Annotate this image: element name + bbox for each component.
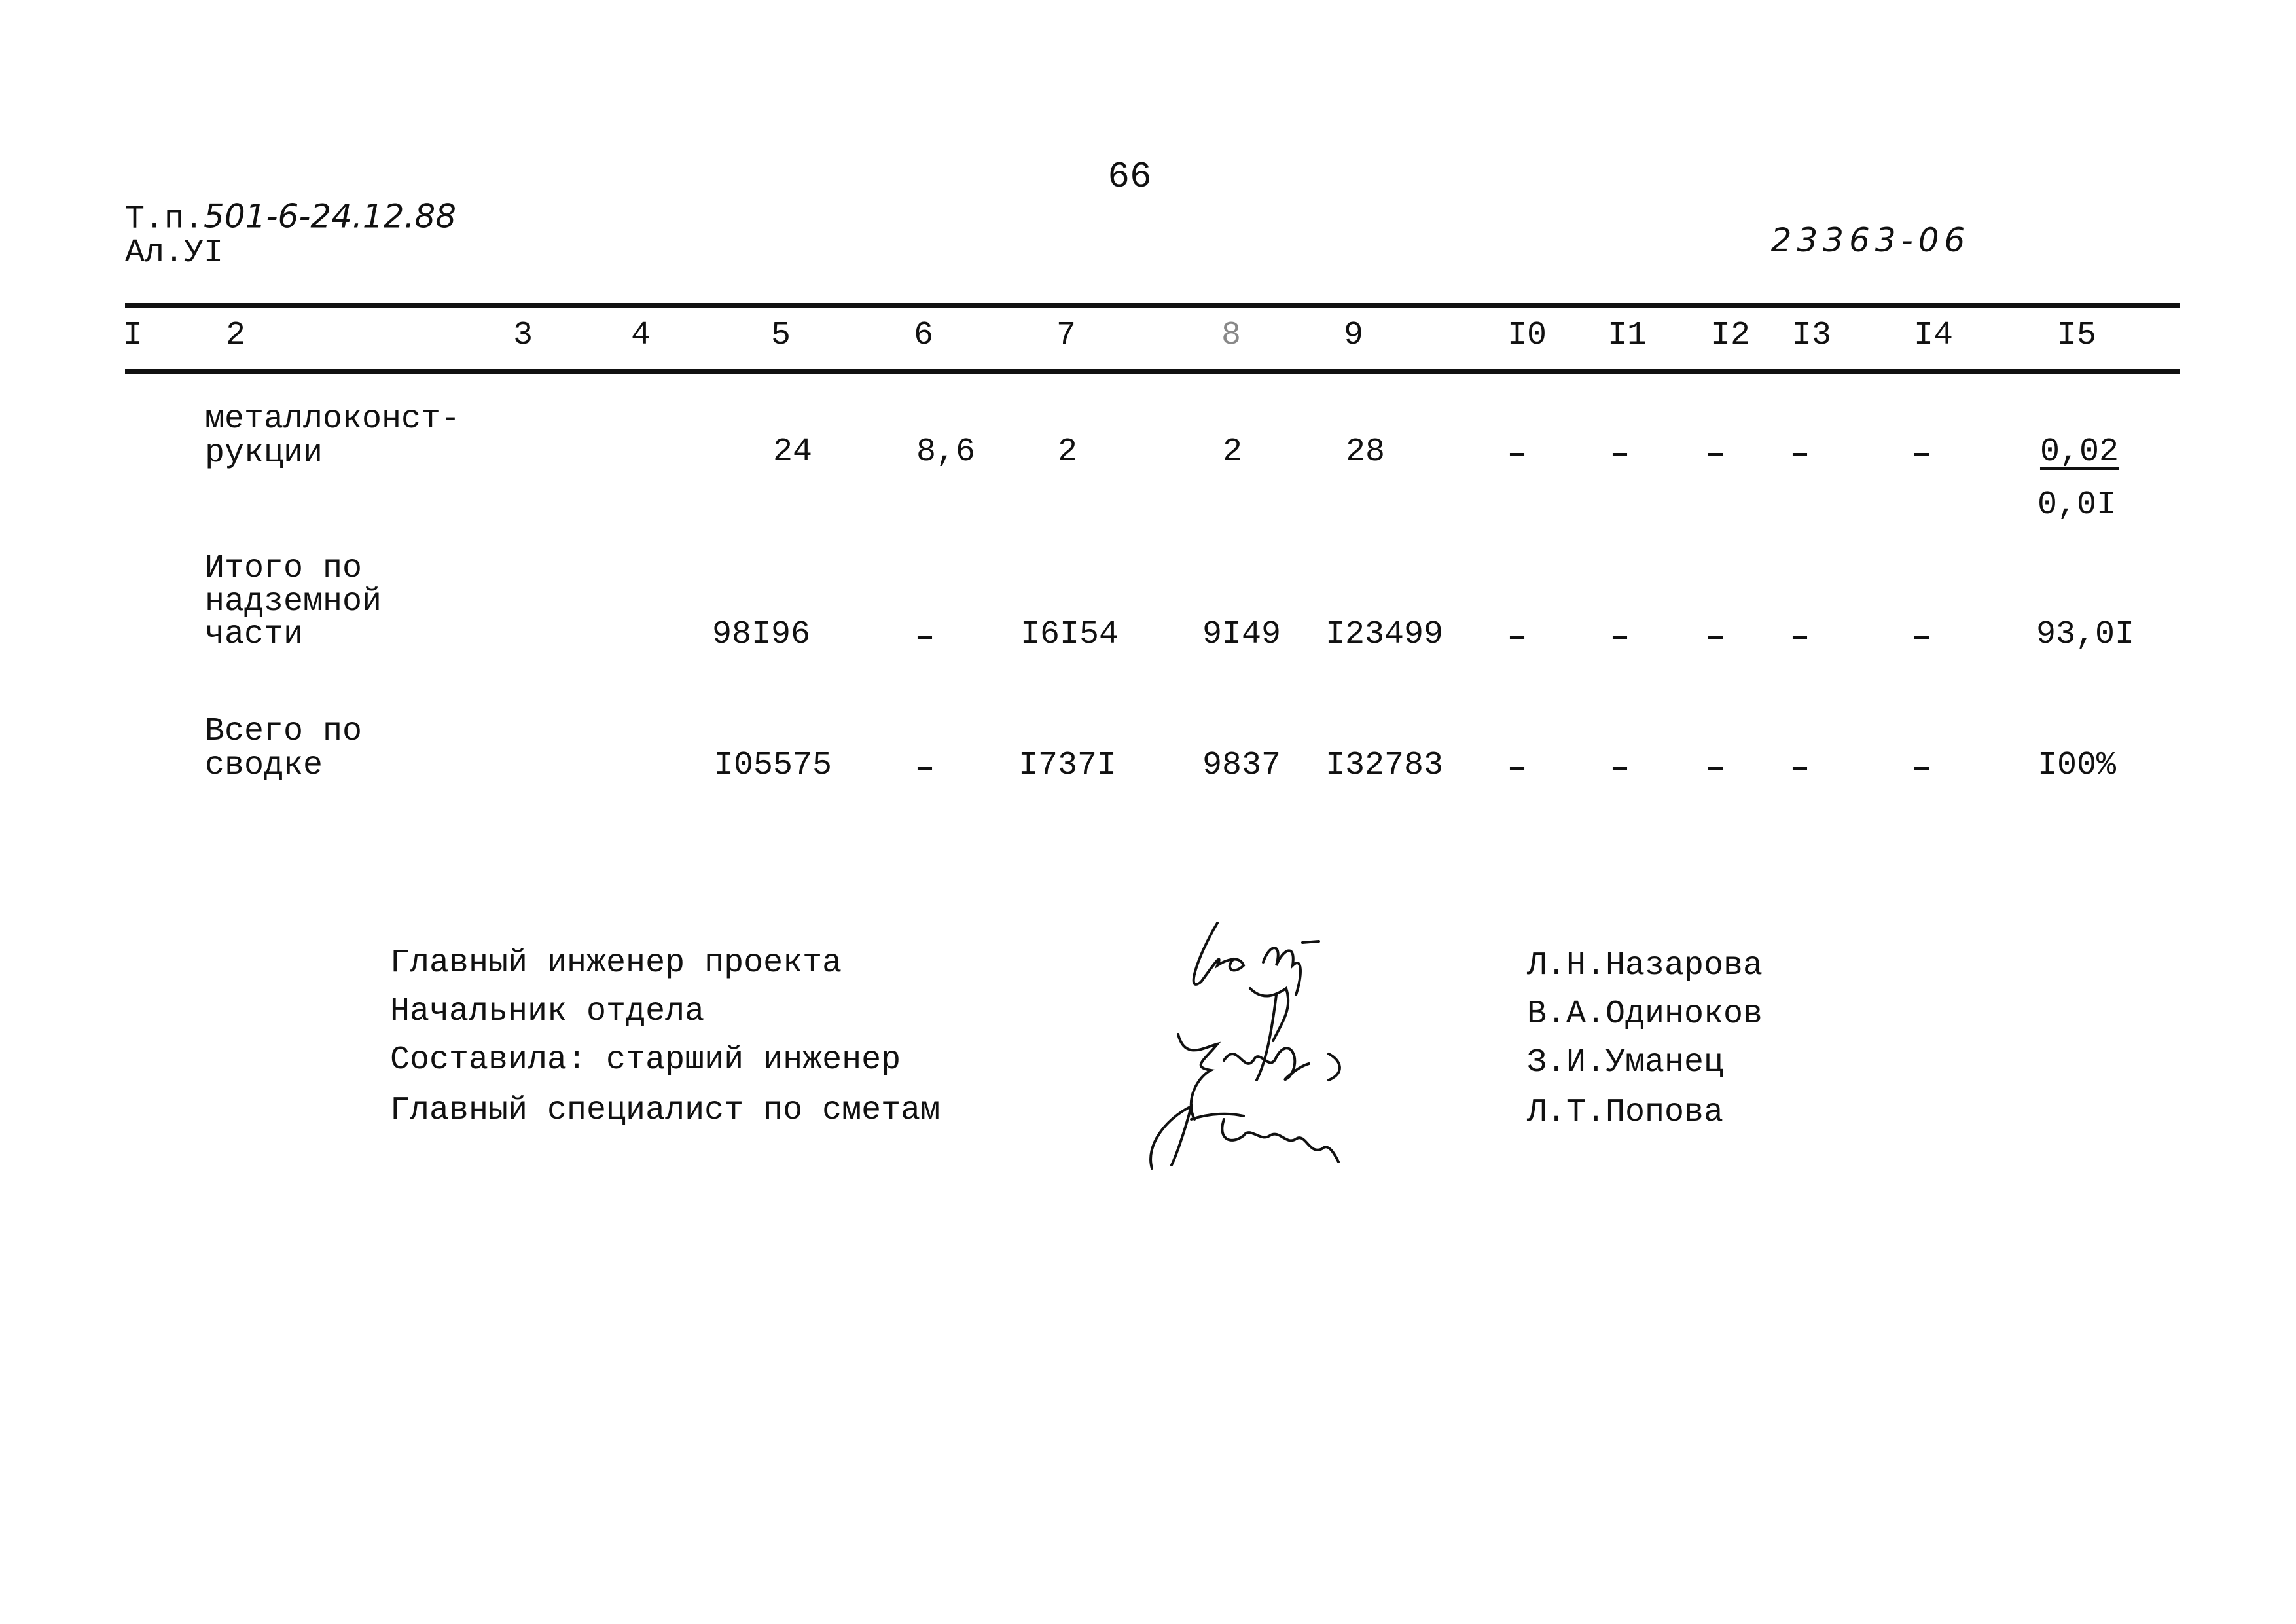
- col-number: 3: [512, 317, 533, 354]
- signer-position: Главный инженер проекта: [390, 945, 842, 982]
- col-number: 9: [1343, 317, 1364, 354]
- col-number: 7: [1056, 317, 1077, 354]
- table-header-rule: [125, 369, 2180, 374]
- cell-c8: 2: [1222, 433, 1243, 471]
- col-number: I: [122, 317, 143, 354]
- album-label: Ал.УI: [125, 234, 224, 272]
- cell-c9: I32783: [1325, 747, 1444, 784]
- cell-c6: –: [914, 619, 935, 656]
- row-name-line: Всего по: [205, 713, 363, 750]
- signature-popova: [1149, 1104, 1340, 1170]
- row-name-line: Итого по: [205, 550, 363, 587]
- col-number: 5: [770, 317, 791, 354]
- cell-c5: 24: [772, 433, 813, 471]
- cell-c15-denominator: 0,0I: [2037, 486, 2117, 524]
- col-number: 8: [1221, 317, 1242, 354]
- signature-umanets: [1177, 1033, 1341, 1121]
- signer-position: Главный специалист по сметам: [390, 1092, 941, 1129]
- cell-c9: I23499: [1325, 616, 1444, 653]
- signer-name: В.А.Одиноков: [1527, 996, 1763, 1033]
- cell-c7: 2: [1057, 433, 1078, 471]
- cell-c11: –: [1609, 619, 1630, 656]
- signer-name: З.И.Уманец: [1527, 1044, 1724, 1081]
- row-name-line: надземной: [205, 583, 382, 621]
- col-number: I3: [1791, 317, 1832, 354]
- cell-c12: –: [1705, 749, 1726, 787]
- col-number: 2: [225, 317, 246, 354]
- signer-position: Составила: старший инженер: [390, 1041, 901, 1079]
- project-prefix: Т.п.: [125, 200, 204, 238]
- row-name-line: сводке: [205, 747, 323, 784]
- cell-c8: 9837: [1202, 747, 1282, 784]
- col-number: I1: [1607, 317, 1647, 354]
- cell-c9: 28: [1345, 433, 1386, 471]
- cell-c6: 8,6: [916, 433, 976, 471]
- col-number: I2: [1710, 317, 1751, 354]
- cell-c12: –: [1705, 436, 1726, 473]
- cell-c15-numerator: 0,02: [2039, 433, 2119, 471]
- cell-c7: I6I54: [1020, 616, 1119, 653]
- cell-c15: 93,0I: [2036, 616, 2135, 653]
- cell-c10: –: [1507, 619, 1528, 656]
- table-top-rule: [125, 303, 2180, 308]
- cell-c14: –: [1911, 749, 1932, 787]
- cell-c10: –: [1507, 436, 1528, 473]
- col-number: I5: [2056, 317, 2097, 354]
- row-name-line: рукции: [205, 435, 323, 472]
- signature-odinokov: [1249, 986, 1290, 1081]
- col-number: 6: [913, 317, 934, 354]
- signature-nazarova: [1192, 922, 1320, 996]
- project-code-handwritten: 501-6-24.12.88: [204, 197, 457, 236]
- cell-c13: –: [1789, 749, 1810, 787]
- cell-c14: –: [1911, 436, 1932, 473]
- row-name-line: металлоконст-: [205, 401, 461, 438]
- document-number: 23363-06: [1770, 221, 1971, 259]
- cell-c11: –: [1609, 749, 1630, 787]
- col-number: I0: [1507, 317, 1547, 354]
- cell-c13: –: [1789, 436, 1810, 473]
- cell-c12: –: [1705, 619, 1726, 656]
- signer-position: Начальник отдела: [390, 993, 705, 1030]
- cell-c14: –: [1911, 619, 1932, 656]
- handwritten-signatures: [1149, 922, 1341, 1170]
- col-number: I4: [1913, 317, 1954, 354]
- project-code: Т.п.501-6-24.12.88: [125, 200, 456, 236]
- cell-c8: 9I49: [1202, 616, 1282, 653]
- cell-c6: –: [914, 749, 935, 787]
- cell-c5: 98I96: [711, 616, 811, 653]
- cell-c13: –: [1789, 619, 1810, 656]
- cell-c11: –: [1609, 436, 1630, 473]
- col-number: 4: [630, 317, 651, 354]
- cell-c7: I737I: [1018, 747, 1117, 784]
- row-name-line: части: [205, 616, 304, 653]
- cell-c15: I00%: [2037, 747, 2117, 784]
- signer-name: Л.Т.Попова: [1527, 1094, 1724, 1131]
- signer-name: Л.Н.Назарова: [1527, 947, 1763, 984]
- page-number: 66: [1107, 156, 1152, 198]
- cell-c5: I05575: [713, 747, 833, 784]
- cell-c10: –: [1507, 749, 1528, 787]
